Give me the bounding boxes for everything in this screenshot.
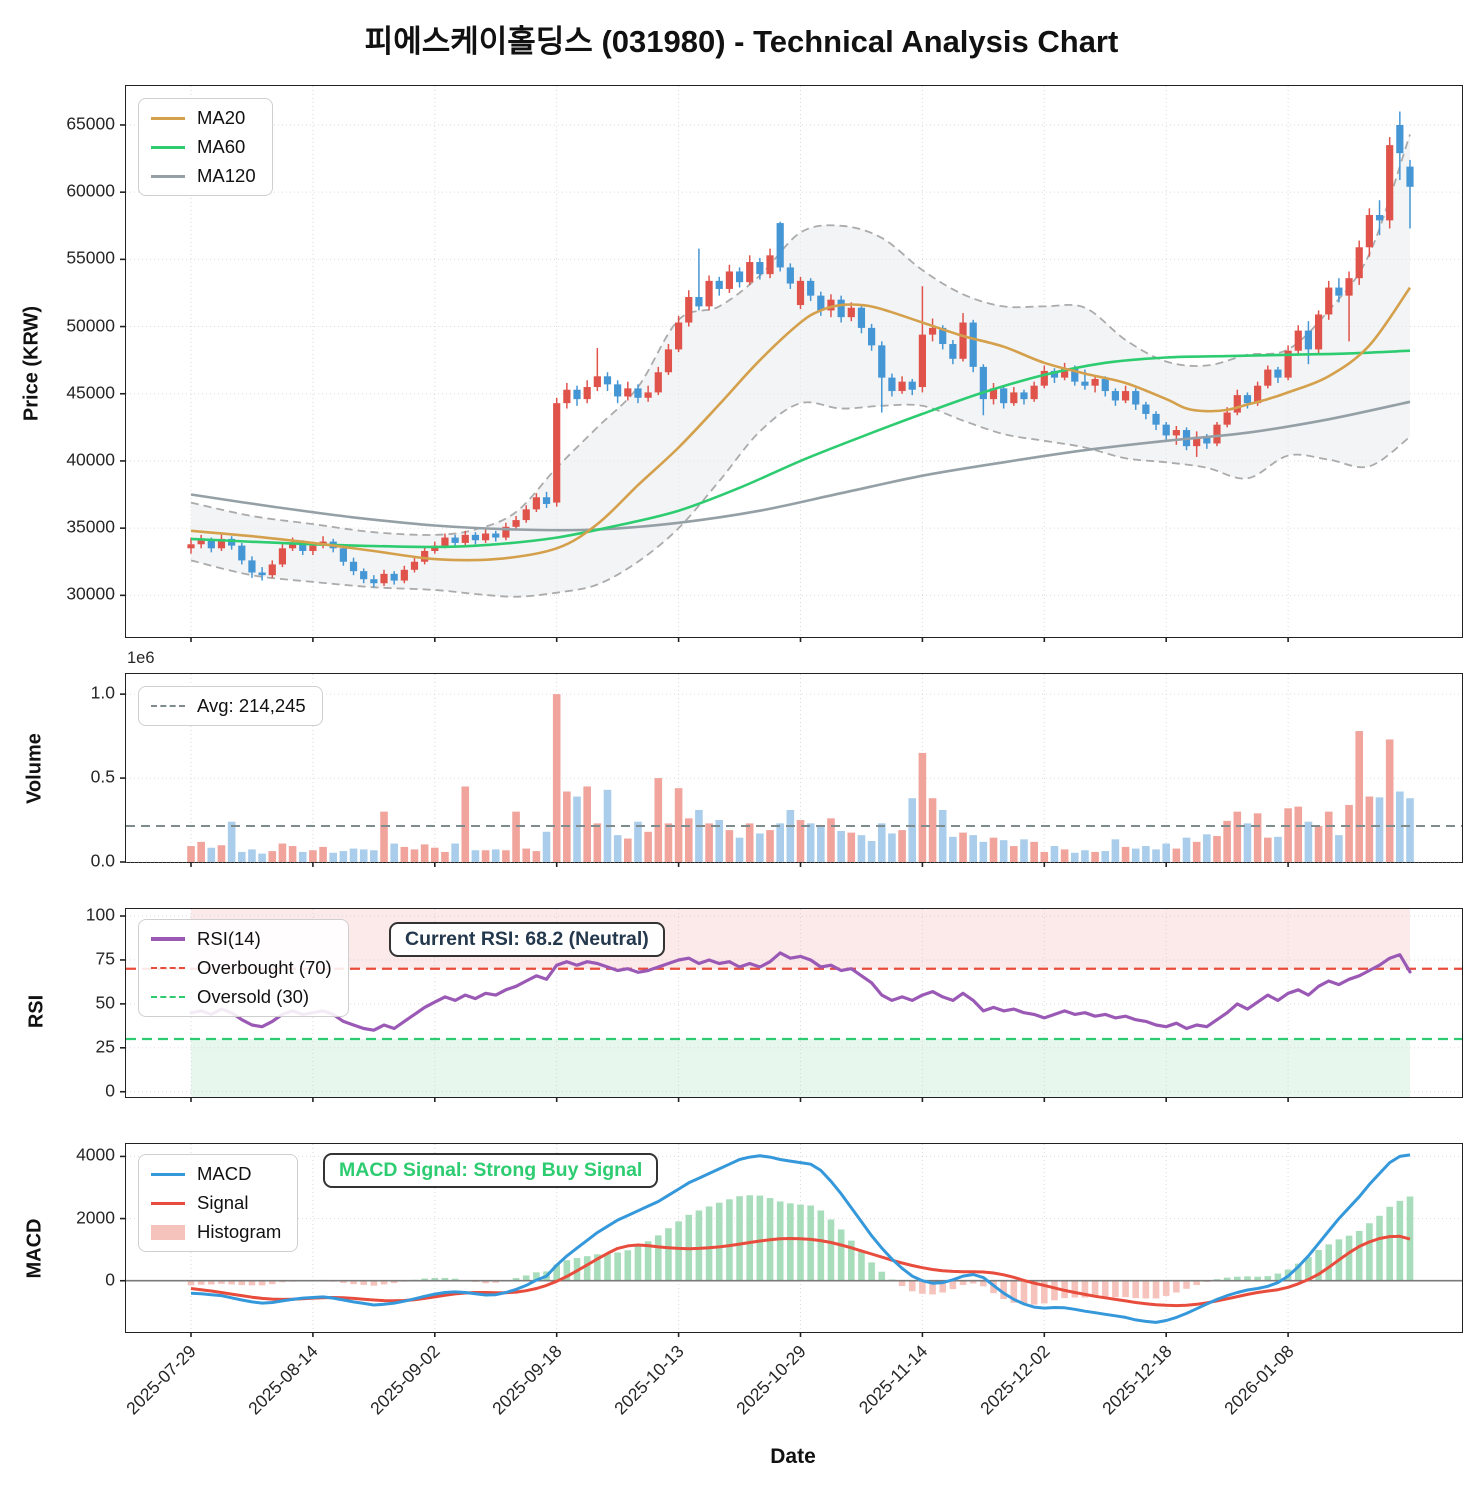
- y-tick-label: 75: [95, 948, 115, 969]
- y-tick-label: 35000: [66, 516, 115, 537]
- legend-item-histogram: Histogram: [151, 1221, 281, 1243]
- overbought-line-icon: [151, 967, 185, 969]
- y-tick-label: 0.5: [90, 766, 115, 787]
- rsi-annotation: Current RSI: 68.2 (Neutral): [389, 922, 665, 957]
- legend-item-ma120: MA120: [151, 165, 256, 187]
- y-tick-label: 55000: [66, 247, 115, 268]
- page-title: 피에스케이홀딩스 (031980) - Technical Analysis C…: [364, 24, 1119, 59]
- legend-label: MA20: [197, 107, 246, 128]
- x-tick-label: 2025-12-02: [976, 1341, 1054, 1419]
- macd-line-icon: [151, 1172, 185, 1176]
- legend-item-macd: MACD: [151, 1163, 281, 1185]
- y-tick-label: 60000: [66, 180, 115, 201]
- legend-label: Oversold (30): [197, 986, 310, 1007]
- legend-item-rsi: RSI(14): [151, 928, 332, 950]
- legend-label: MA60: [197, 136, 246, 157]
- rsi-panel: RSI(14) Overbought (70) Oversold (30) Cu…: [120, 908, 1463, 1102]
- y-tick-label: 45000: [66, 382, 115, 403]
- y-tick-label: 2000: [76, 1207, 115, 1228]
- legend-label: RSI(14): [197, 928, 261, 949]
- macd-panel: MACD Signal Histogram MACD Signal: Stron…: [120, 1143, 1463, 1337]
- x-tick-label: 2025-10-13: [610, 1341, 688, 1419]
- y-tick-label: 50000: [66, 315, 115, 336]
- y-tick-label: 100: [85, 904, 115, 925]
- y-tick-label: 30000: [66, 583, 115, 604]
- ma20-line-icon: [151, 116, 185, 120]
- ma120-line-icon: [151, 174, 185, 178]
- legend-label: Avg: 214,245: [197, 695, 306, 716]
- volume-panel: Avg: 214,245: [120, 673, 1463, 867]
- rsi-chart: [120, 909, 1462, 1102]
- y-tick-label: 65000: [66, 113, 115, 134]
- legend-item-overbought: Overbought (70): [151, 957, 332, 979]
- x-tick-label: 2025-09-18: [488, 1341, 566, 1419]
- legend-item-ma60: MA60: [151, 136, 256, 158]
- rsi-line-icon: [151, 937, 185, 941]
- price-legend: MA20 MA60 MA120: [138, 98, 273, 196]
- legend-item-avg-volume: Avg: 214,245: [151, 695, 306, 717]
- legend-item-ma20: MA20: [151, 107, 256, 129]
- oversold-line-icon: [151, 996, 185, 998]
- y-tick-label: 40000: [66, 449, 115, 470]
- avg-volume-line-icon: [151, 705, 185, 707]
- x-tick-label: 2025-07-29: [122, 1341, 201, 1419]
- histogram-swatch-icon: [151, 1224, 185, 1240]
- ma60-line-icon: [151, 145, 185, 149]
- y-tick-label: 0: [105, 1080, 115, 1101]
- volume-legend: Avg: 214,245: [138, 686, 323, 726]
- legend-item-signal: Signal: [151, 1192, 281, 1214]
- y-tick-label: 0: [105, 1269, 115, 1290]
- legend-label: Histogram: [197, 1221, 282, 1242]
- volume-scale-label: 1e6: [127, 649, 155, 667]
- y-tick-label: 50: [95, 992, 115, 1013]
- x-tick-label: 2025-10-29: [732, 1341, 810, 1419]
- x-tick-label: 2025-12-18: [1097, 1341, 1176, 1419]
- y-tick-label: 0.0: [90, 850, 115, 871]
- legend-label: Signal: [197, 1192, 249, 1213]
- legend-label: Overbought (70): [197, 957, 332, 978]
- y-tick-label: 1.0: [90, 682, 115, 703]
- x-tick-label: 2025-09-02: [366, 1341, 444, 1419]
- price-panel: MA20 MA60 MA120: [120, 85, 1463, 642]
- x-tick-label: 2025-08-14: [244, 1341, 323, 1419]
- x-axis-label: Date: [770, 1445, 816, 1468]
- macd-legend: MACD Signal Histogram: [138, 1154, 299, 1252]
- y-tick-label: 25: [95, 1036, 115, 1057]
- signal-line-icon: [151, 1201, 185, 1205]
- macd-annotation: MACD Signal: Strong Buy Signal: [323, 1153, 659, 1188]
- legend-label: MACD: [197, 1163, 252, 1184]
- legend-label: MA120: [197, 165, 256, 186]
- rsi-legend: RSI(14) Overbought (70) Oversold (30): [138, 919, 349, 1017]
- volume-chart: [120, 674, 1462, 867]
- x-tick-label: 2026-01-08: [1219, 1341, 1298, 1419]
- y-tick-label: 4000: [76, 1144, 115, 1165]
- legend-item-oversold: Oversold (30): [151, 986, 332, 1008]
- x-tick-label: 2025-11-14: [855, 1341, 932, 1418]
- macd-chart: [120, 1144, 1462, 1337]
- price-chart: [120, 86, 1462, 642]
